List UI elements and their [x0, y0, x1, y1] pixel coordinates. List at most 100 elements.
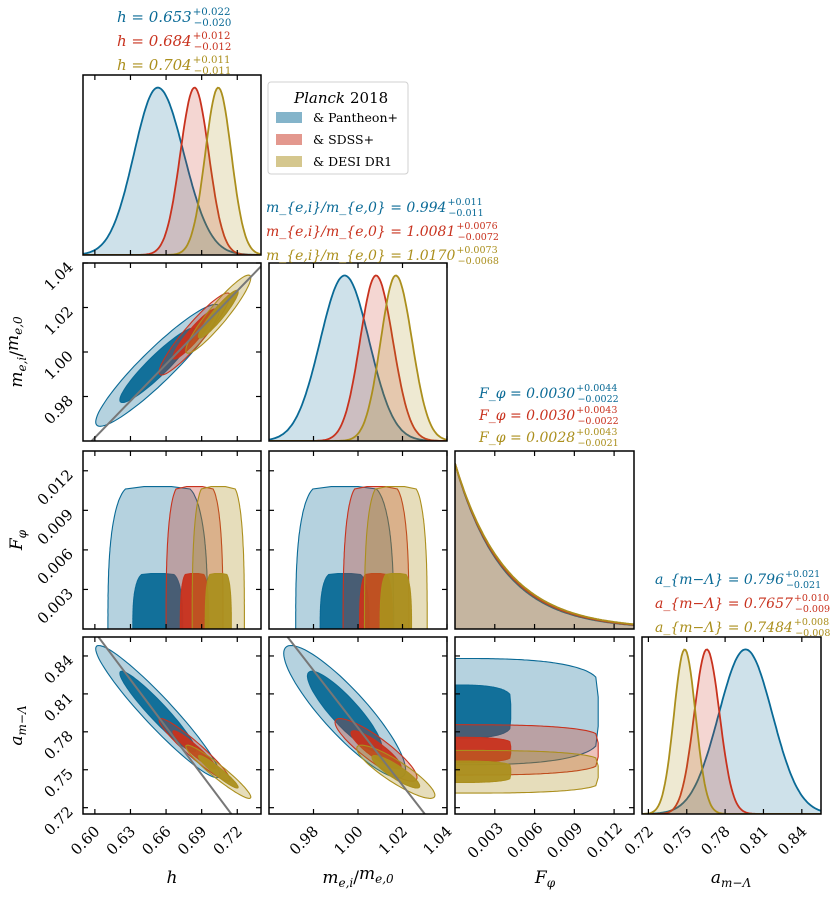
posterior-line-a-1 [642, 648, 821, 814]
axes-box [454, 450, 635, 630]
y-tick-label: 0.75 [40, 765, 76, 801]
posterior-line-F-2 [455, 463, 634, 626]
x-axis-label-me: me,i/me,0 [322, 864, 394, 890]
x-tick-label: 0.003 [464, 819, 507, 862]
summary-h-1: h = 0.684+0.012 −0.012 [117, 31, 231, 53]
y-tick-label: 0.81 [40, 689, 76, 725]
x-tick-label: 0.78 [697, 822, 733, 858]
x-tick-label: 0.75 [659, 822, 695, 858]
diagonal-panel-h [83, 86, 261, 255]
y-tick-label: 1.04 [40, 258, 76, 294]
legend-swatch-sdss [276, 134, 302, 145]
y-axis-label-F: Fφ [7, 529, 29, 551]
contour-panel-me-vs-h [90, 265, 261, 441]
summary-me-1: m_{e,i}/m_{e,0} = 1.0081+0.0076 −0.0072 [266, 221, 499, 243]
y-tick-label: 1.02 [40, 303, 76, 339]
posterior-fill-h-1 [83, 87, 261, 255]
posterior-fill-F-1 [455, 463, 634, 629]
posterior-line-h-1 [83, 86, 261, 255]
contour-panel-F-vs-h [107, 486, 245, 629]
contour-panel-F-vs-me [295, 486, 428, 629]
legend-title: Planck 2018 [293, 89, 388, 107]
x-tick-label: 1.00 [330, 822, 366, 858]
contour-95-2 [191, 486, 245, 629]
summary-a-0: a_{m−Λ} = 0.796+0.021 −0.021 [655, 569, 821, 591]
y-tick-label: 0.72 [40, 803, 76, 839]
degeneracy-line [286, 637, 427, 814]
posterior-fill-a-1 [642, 649, 821, 814]
degeneracy-line [97, 637, 233, 814]
posterior-line-me-1 [269, 274, 447, 441]
y-axis-label-a: am−Λ [7, 705, 29, 746]
axes-frame-3-1 [268, 636, 448, 815]
x-tick-label: 0.60 [67, 822, 103, 858]
axes-box [82, 74, 262, 256]
contour-68-2 [204, 573, 232, 629]
summary-a-2: a_{m−Λ} = 0.7484+0.0085−0.0084 [655, 617, 830, 639]
contour-68-2 [197, 289, 239, 339]
axes-frame-1-0 [82, 262, 262, 442]
summary-me-0: m_{e,i}/m_{e,0} = 0.994+0.011 −0.011 [266, 197, 484, 219]
x-tick-label: 0.69 [174, 822, 210, 858]
summary-me-2: m_{e,i}/m_{e,0} = 1.0170+0.0073 −0.0068 [266, 245, 499, 267]
contour-95-2 [363, 486, 428, 629]
x-tick-label: 0.84 [774, 822, 810, 858]
x-tick-label: 0.66 [138, 822, 174, 858]
summary-F-2: F_φ = 0.0028+0.0043 −0.0021 [478, 427, 619, 449]
legend: Planck 2018 & Pantheon+ & SDSS+ & DESI DR… [267, 81, 409, 175]
contour-panel-a-vs-h [95, 637, 252, 814]
summary-h-2: h = 0.704+0.011 −0.011 [117, 55, 231, 77]
axes-box [82, 636, 262, 815]
legend-swatch-desi [276, 156, 302, 167]
y-tick-label: 0.78 [40, 727, 76, 763]
x-axis-label-h: h [167, 868, 178, 888]
contour-68-2 [379, 573, 413, 629]
x-tick-label: 0.72 [621, 822, 657, 858]
contour-68-2 [197, 754, 239, 789]
diagonal-panel-me [269, 274, 447, 441]
axes-frame-2-0 [82, 450, 262, 630]
axes-box [641, 636, 822, 815]
legend-label-desi: & DESI DR1 [313, 154, 392, 169]
axes-frame-1-1 [268, 262, 448, 442]
diagonal-panel-F [455, 463, 634, 629]
posterior-fill-h-2 [83, 87, 261, 255]
axes-frame-2-1 [268, 450, 448, 630]
posterior-fill-F-0 [455, 463, 634, 629]
posterior-fill-a-2 [642, 649, 821, 814]
y-tick-label: 0.012 [34, 466, 77, 509]
posterior-line-a-2 [642, 648, 821, 814]
axes-frame-2-2 [454, 450, 635, 630]
x-tick-label: 1.02 [375, 822, 411, 858]
summary-a-1: a_{m−Λ} = 0.7657+0.010−0.0099 [655, 593, 830, 615]
posterior-fill-a-0 [642, 649, 821, 814]
axes-frame-3-2 [454, 636, 635, 815]
x-tick-label: 0.009 [543, 819, 586, 862]
axes-frame-3-0 [82, 636, 262, 815]
x-tick-label: 0.81 [736, 822, 772, 858]
axes-box [454, 636, 635, 815]
legend-swatch-pantheon [276, 112, 302, 123]
contour-panel-a-vs-F [455, 657, 599, 794]
x-tick-label: 0.72 [210, 822, 246, 858]
contour-68-2 [455, 760, 512, 784]
y-tick-label: 1.00 [40, 347, 76, 383]
x-tick-label: 0.006 [503, 819, 546, 862]
y-tick-label: 0.84 [40, 651, 76, 687]
axes-box [82, 450, 262, 630]
panels-layer [83, 86, 821, 814]
posterior-line-me-2 [269, 274, 447, 441]
y-axis-label-me: me,i/me,0 [3, 316, 29, 388]
x-axis-label-a: am−Λ [711, 868, 752, 890]
x-tick-label: 1.04 [419, 822, 455, 858]
posterior-line-h-0 [83, 86, 261, 255]
summary-F-1: F_φ = 0.0030+0.0043 −0.0022 [478, 405, 619, 427]
diagonal-panel-a [642, 648, 821, 814]
contour-68-2 [371, 754, 421, 789]
y-tick-label: 0.009 [34, 505, 77, 548]
posterior-fill-h-0 [83, 87, 261, 255]
legend-frame [267, 81, 409, 175]
contour-68-0 [119, 327, 197, 404]
summary-h-0: h = 0.653+0.022 −0.020 [117, 7, 231, 29]
posterior-fill-me-2 [269, 275, 447, 441]
